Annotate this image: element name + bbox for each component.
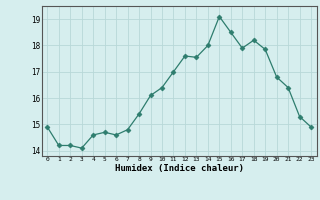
X-axis label: Humidex (Indice chaleur): Humidex (Indice chaleur) xyxy=(115,164,244,173)
